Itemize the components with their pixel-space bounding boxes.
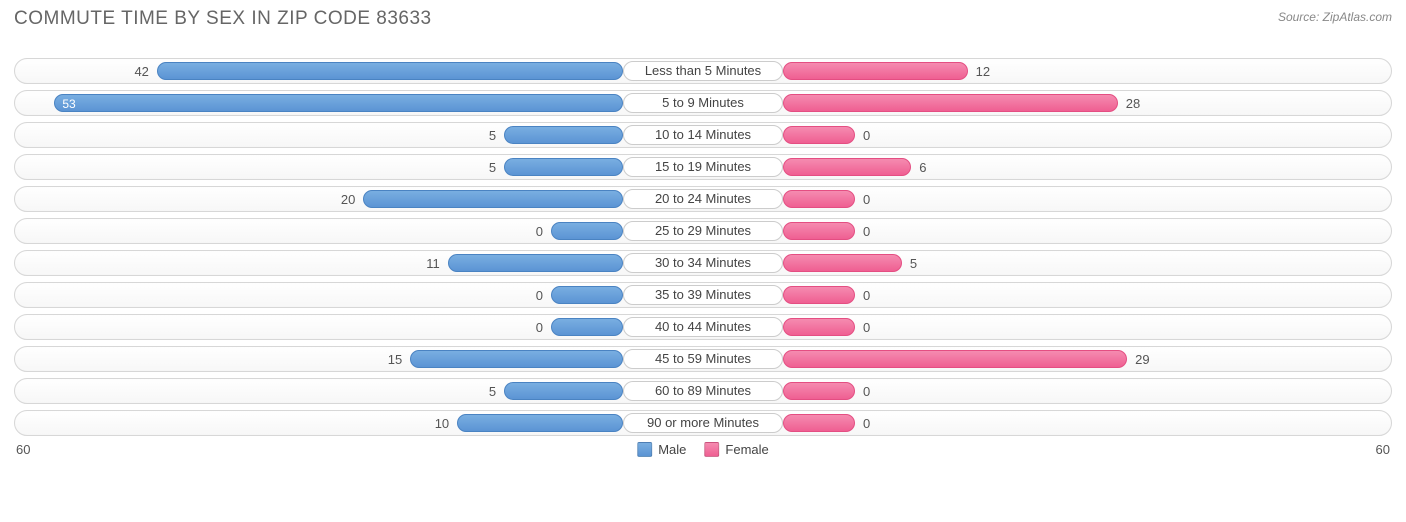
- bar-male: [448, 254, 623, 272]
- bar-female: [783, 126, 855, 144]
- chart-container: COMMUTE TIME BY SEX IN ZIP CODE 83633 So…: [0, 0, 1406, 522]
- row-track: 60 to 89 Minutes 5 0: [14, 378, 1392, 404]
- bar-female: [783, 254, 902, 272]
- category-label: 5 to 9 Minutes: [623, 93, 783, 113]
- chart-title: COMMUTE TIME BY SEX IN ZIP CODE 83633: [14, 8, 432, 30]
- value-female: 0: [863, 283, 870, 309]
- value-female: 0: [863, 315, 870, 341]
- value-male: 10: [435, 411, 449, 437]
- legend-label-female: Female: [725, 442, 768, 457]
- bar-male: [457, 414, 623, 432]
- bar-male: [551, 222, 623, 240]
- row-track: 25 to 29 Minutes 0 0: [14, 218, 1392, 244]
- bar-male: [54, 94, 623, 112]
- value-female: 0: [863, 411, 870, 437]
- axis-max-right: 60: [1376, 442, 1390, 457]
- chart-source: Source: ZipAtlas.com: [1278, 10, 1392, 24]
- bar-female: [783, 382, 855, 400]
- row-track: 10 to 14 Minutes 5 0: [14, 122, 1392, 148]
- swatch-female: [704, 442, 719, 457]
- bar-female: [783, 318, 855, 336]
- bar-female: [783, 62, 968, 80]
- category-label: 40 to 44 Minutes: [623, 317, 783, 337]
- row-track: 40 to 44 Minutes 0 0: [14, 314, 1392, 340]
- value-male: 5: [489, 379, 496, 405]
- row-track: 35 to 39 Minutes 0 0: [14, 282, 1392, 308]
- value-female: 5: [910, 251, 917, 277]
- bar-male: [363, 190, 623, 208]
- legend: Male Female: [637, 442, 769, 457]
- bar-female: [783, 158, 911, 176]
- value-female: 29: [1135, 347, 1149, 373]
- bar-female: [783, 414, 855, 432]
- value-male: 15: [388, 347, 402, 373]
- row-track: 15 to 19 Minutes 5 6: [14, 154, 1392, 180]
- value-female: 12: [976, 59, 990, 85]
- category-label: 30 to 34 Minutes: [623, 253, 783, 273]
- header-row: COMMUTE TIME BY SEX IN ZIP CODE 83633 So…: [14, 8, 1392, 30]
- value-male: 5: [489, 123, 496, 149]
- value-female: 0: [863, 379, 870, 405]
- axis-max-left: 60: [16, 442, 30, 457]
- value-male: 0: [536, 283, 543, 309]
- value-male: 42: [134, 59, 148, 85]
- legend-item-female: Female: [704, 442, 768, 457]
- row-track: Less than 5 Minutes 42 12: [14, 58, 1392, 84]
- category-label: Less than 5 Minutes: [623, 61, 783, 81]
- value-female: 6: [919, 155, 926, 181]
- value-female: 0: [863, 123, 870, 149]
- row-track: 5 to 9 Minutes 53 28: [14, 90, 1392, 116]
- bar-female: [783, 190, 855, 208]
- row-track: 90 or more Minutes 10 0: [14, 410, 1392, 436]
- row-track: 30 to 34 Minutes 11 5: [14, 250, 1392, 276]
- bar-male: [504, 382, 623, 400]
- bar-male: [551, 286, 623, 304]
- value-female: 28: [1126, 91, 1140, 117]
- category-label: 20 to 24 Minutes: [623, 189, 783, 209]
- value-male: 0: [536, 315, 543, 341]
- category-label: 15 to 19 Minutes: [623, 157, 783, 177]
- row-track: 45 to 59 Minutes 15 29: [14, 346, 1392, 372]
- bar-male: [504, 158, 623, 176]
- rows-wrap: Less than 5 Minutes 42 12 5 to 9 Minutes 53 2…: [14, 58, 1392, 436]
- category-label: 35 to 39 Minutes: [623, 285, 783, 305]
- value-male: 53: [62, 91, 75, 117]
- category-label: 45 to 59 Minutes: [623, 349, 783, 369]
- row-track: 20 to 24 Minutes 20 0: [14, 186, 1392, 212]
- category-label: 10 to 14 Minutes: [623, 125, 783, 145]
- bar-male: [410, 350, 623, 368]
- legend-item-male: Male: [637, 442, 686, 457]
- category-label: 90 or more Minutes: [623, 413, 783, 433]
- bar-female: [783, 222, 855, 240]
- category-label: 25 to 29 Minutes: [623, 221, 783, 241]
- value-male: 5: [489, 155, 496, 181]
- bar-female: [783, 286, 855, 304]
- swatch-male: [637, 442, 652, 457]
- bar-female: [783, 350, 1127, 368]
- value-female: 0: [863, 219, 870, 245]
- value-male: 0: [536, 219, 543, 245]
- bar-male: [551, 318, 623, 336]
- bar-female: [783, 94, 1118, 112]
- category-label: 60 to 89 Minutes: [623, 381, 783, 401]
- value-male: 11: [426, 251, 440, 277]
- bar-male: [157, 62, 623, 80]
- value-male: 20: [341, 187, 355, 213]
- bar-male: [504, 126, 623, 144]
- value-female: 0: [863, 187, 870, 213]
- legend-label-male: Male: [658, 442, 686, 457]
- footer-row: 60 Male Female 60: [14, 442, 1392, 466]
